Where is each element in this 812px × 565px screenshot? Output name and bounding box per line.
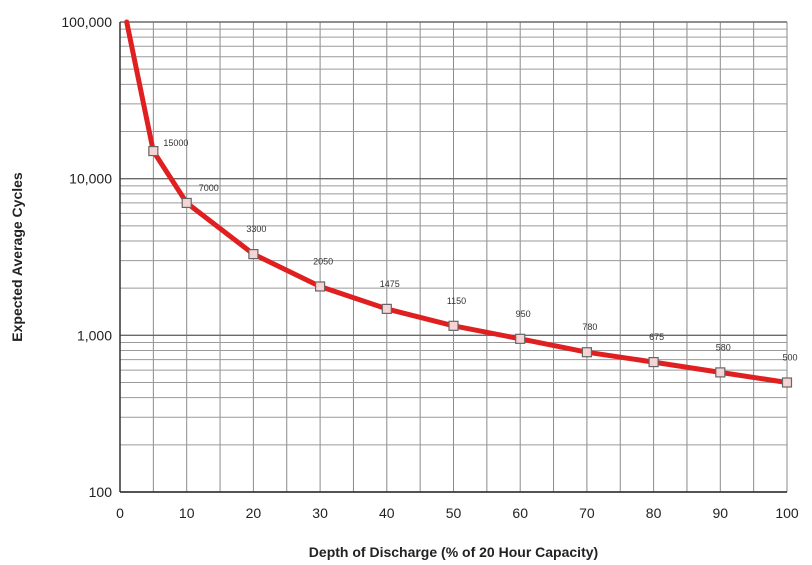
x-tick-label: 80 [646, 505, 662, 521]
data-point-marker [515, 333, 526, 344]
x-tick-label: 50 [446, 505, 462, 521]
data-point-marker [715, 367, 726, 378]
data-point-marker [781, 377, 793, 388]
data-label: 15000 [163, 138, 188, 148]
x-tick-label: 60 [512, 505, 528, 521]
y-tick-label: 100 [89, 484, 113, 500]
data-label: 780 [582, 322, 597, 332]
data-point-marker [248, 248, 259, 260]
x-tick-label: 40 [379, 505, 395, 521]
y-tick-label: 10,000 [69, 171, 112, 187]
data-label: 2050 [313, 256, 333, 266]
x-tick-label: 30 [312, 505, 328, 521]
data-point-marker [315, 281, 326, 292]
data-point-marker [181, 197, 192, 209]
marker-layer: 15000 7000 3300 2050 1475 1150 950 780 675 580 500 [148, 138, 798, 388]
data-label: 3300 [246, 224, 266, 234]
data-label: 1475 [380, 279, 400, 289]
grid [119, 21, 788, 493]
data-label: 1150 [447, 296, 466, 306]
tick-label-layer: 0 10 20 30 40 50 60 70 80 90 100 100 1,000 10,000 100,… [61, 14, 799, 521]
x-tick-label: 70 [579, 505, 595, 521]
data-point-marker [448, 320, 459, 331]
data-point-marker [381, 303, 392, 314]
data-label: 500 [782, 352, 797, 362]
data-label: 675 [649, 332, 664, 342]
cycle-life-curve [124, 19, 790, 385]
data-point-marker [148, 145, 159, 157]
data-point-marker [648, 356, 659, 368]
data-label: 950 [516, 309, 531, 319]
x-tick-label: 20 [246, 505, 262, 521]
axes [119, 22, 787, 493]
x-tick-label: 0 [116, 505, 124, 521]
y-tick-label: 1,000 [77, 327, 112, 343]
x-tick-label: 90 [713, 505, 729, 521]
data-label: 7000 [199, 183, 219, 193]
series-layer [124, 19, 790, 385]
data-label: 580 [716, 342, 731, 352]
data-point-marker [581, 347, 593, 358]
x-tick-label: 10 [179, 505, 195, 521]
y-tick-label: 100,000 [61, 14, 112, 30]
x-axis-title: Depth of Discharge (% of 20 Hour Capacit… [309, 544, 598, 560]
y-axis-title: Expected Average Cycles [9, 172, 25, 342]
x-tick-label: 100 [775, 505, 799, 521]
